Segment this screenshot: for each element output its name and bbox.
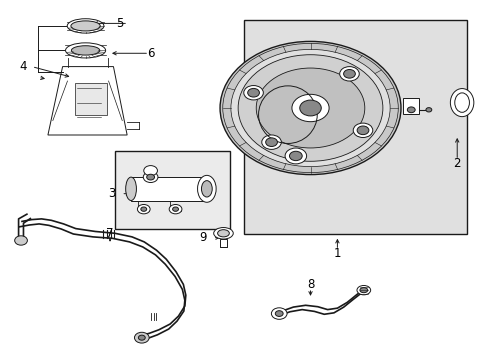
Circle shape	[407, 107, 414, 113]
Circle shape	[265, 138, 277, 147]
Circle shape	[138, 335, 145, 340]
Ellipse shape	[217, 230, 229, 237]
Circle shape	[143, 172, 158, 183]
Text: 7: 7	[106, 227, 114, 240]
Circle shape	[220, 41, 400, 175]
Circle shape	[169, 204, 182, 214]
Circle shape	[244, 86, 263, 100]
Circle shape	[247, 89, 259, 97]
Ellipse shape	[71, 46, 100, 55]
Text: 2: 2	[452, 157, 460, 170]
Circle shape	[146, 174, 154, 180]
Circle shape	[343, 69, 355, 78]
Circle shape	[261, 135, 281, 149]
Ellipse shape	[197, 175, 216, 202]
Ellipse shape	[71, 21, 100, 31]
Circle shape	[352, 123, 372, 138]
Text: 3: 3	[107, 187, 115, 200]
Circle shape	[356, 126, 368, 135]
Circle shape	[299, 100, 321, 116]
Circle shape	[425, 108, 431, 112]
Circle shape	[172, 207, 178, 211]
Text: 8: 8	[306, 278, 314, 291]
Ellipse shape	[356, 285, 370, 295]
Circle shape	[285, 148, 306, 164]
Circle shape	[238, 55, 382, 161]
Text: 9: 9	[199, 231, 206, 244]
Circle shape	[137, 204, 150, 214]
Text: 4: 4	[20, 60, 27, 73]
Circle shape	[230, 49, 389, 167]
Bar	[219, 239, 227, 247]
Circle shape	[15, 236, 27, 245]
Circle shape	[289, 151, 302, 161]
Ellipse shape	[65, 43, 105, 58]
Bar	[244, 20, 466, 234]
Bar	[75, 83, 106, 115]
Ellipse shape	[67, 19, 104, 33]
Text: 5: 5	[116, 17, 123, 30]
Ellipse shape	[449, 89, 473, 117]
Polygon shape	[48, 67, 127, 135]
Ellipse shape	[201, 181, 212, 197]
Circle shape	[271, 308, 286, 319]
Bar	[403, 98, 418, 114]
Circle shape	[291, 94, 328, 122]
Circle shape	[141, 207, 146, 211]
Circle shape	[275, 311, 283, 316]
Circle shape	[339, 67, 359, 81]
Ellipse shape	[213, 228, 233, 239]
Text: 6: 6	[146, 47, 154, 60]
Circle shape	[143, 166, 157, 176]
Circle shape	[256, 68, 364, 148]
Bar	[131, 177, 206, 201]
Circle shape	[134, 332, 149, 343]
Text: 1: 1	[333, 247, 341, 260]
Ellipse shape	[125, 177, 136, 201]
Ellipse shape	[359, 288, 367, 293]
Bar	[115, 151, 229, 229]
